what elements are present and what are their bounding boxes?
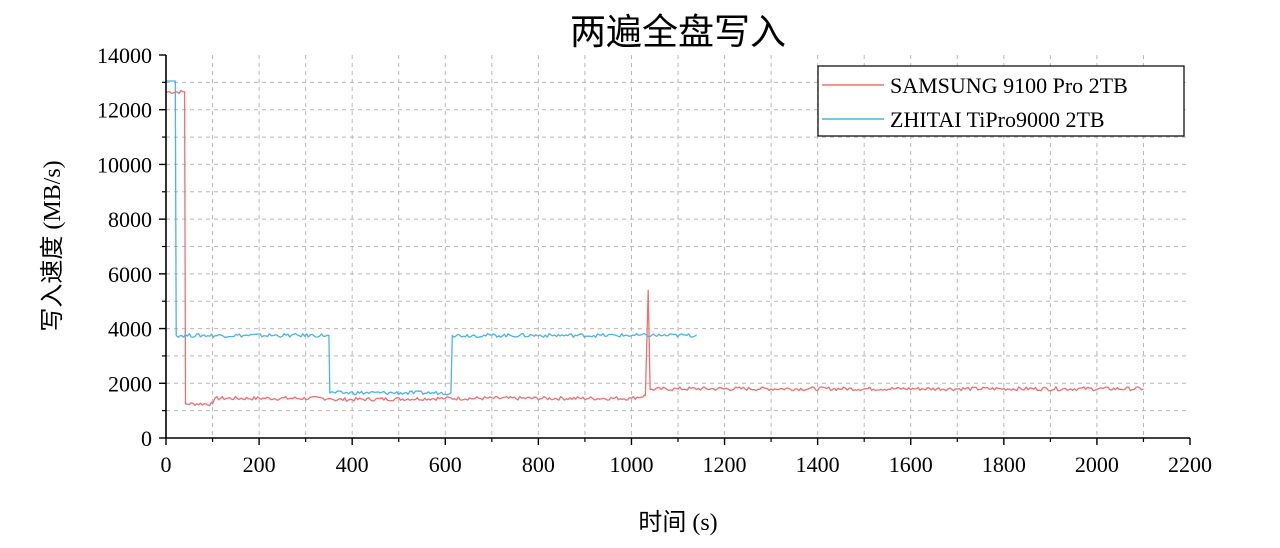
x-axis-label: 时间 (s) xyxy=(638,509,717,536)
x-tick-label: 1400 xyxy=(796,452,840,477)
x-tick-label: 800 xyxy=(522,452,555,477)
x-tick-label: 2200 xyxy=(1168,452,1212,477)
y-tick-label: 8000 xyxy=(108,207,152,232)
x-axis-ticks: 0 200 400 600 800 1000 1200 1400 1600 1800 2000 220… xyxy=(161,438,1212,477)
y-axis-ticks: 0 2000 4000 6000 8000 10000 12000 14000 xyxy=(97,43,166,451)
chart-title: 两遍全盘写入 xyxy=(570,12,786,52)
legend-label: SAMSUNG 9100 Pro 2TB xyxy=(890,73,1128,98)
series-line-1 xyxy=(165,89,1144,407)
x-tick-label: 1200 xyxy=(703,452,747,477)
x-tick-label: 200 xyxy=(243,452,276,477)
y-axis-label: 写入速度 (MB/s) xyxy=(39,160,66,331)
y-tick-label: 10000 xyxy=(97,152,152,177)
plot-series xyxy=(165,80,1144,407)
x-tick-label: 1600 xyxy=(889,452,933,477)
legend: SAMSUNG 9100 Pro 2TB ZHITAI TiPro9000 2TB xyxy=(817,65,1185,137)
y-tick-label: 0 xyxy=(141,426,152,451)
x-tick-label: 2000 xyxy=(1075,452,1119,477)
legend-box xyxy=(817,65,1185,137)
y-tick-label: 6000 xyxy=(108,262,152,287)
x-tick-label: 1000 xyxy=(609,452,653,477)
y-tick-label: 12000 xyxy=(97,98,152,123)
x-tick-label: 600 xyxy=(429,452,462,477)
y-tick-label: 4000 xyxy=(108,317,152,342)
x-tick-label: 0 xyxy=(161,452,172,477)
y-tick-label: 2000 xyxy=(108,371,152,396)
legend-label: ZHITAI TiPro9000 2TB xyxy=(890,107,1105,132)
series-line-2 xyxy=(166,80,697,396)
x-tick-label: 1800 xyxy=(982,452,1026,477)
gridlines xyxy=(166,55,1190,438)
x-tick-label: 400 xyxy=(336,452,369,477)
y-tick-label: 14000 xyxy=(97,43,152,68)
